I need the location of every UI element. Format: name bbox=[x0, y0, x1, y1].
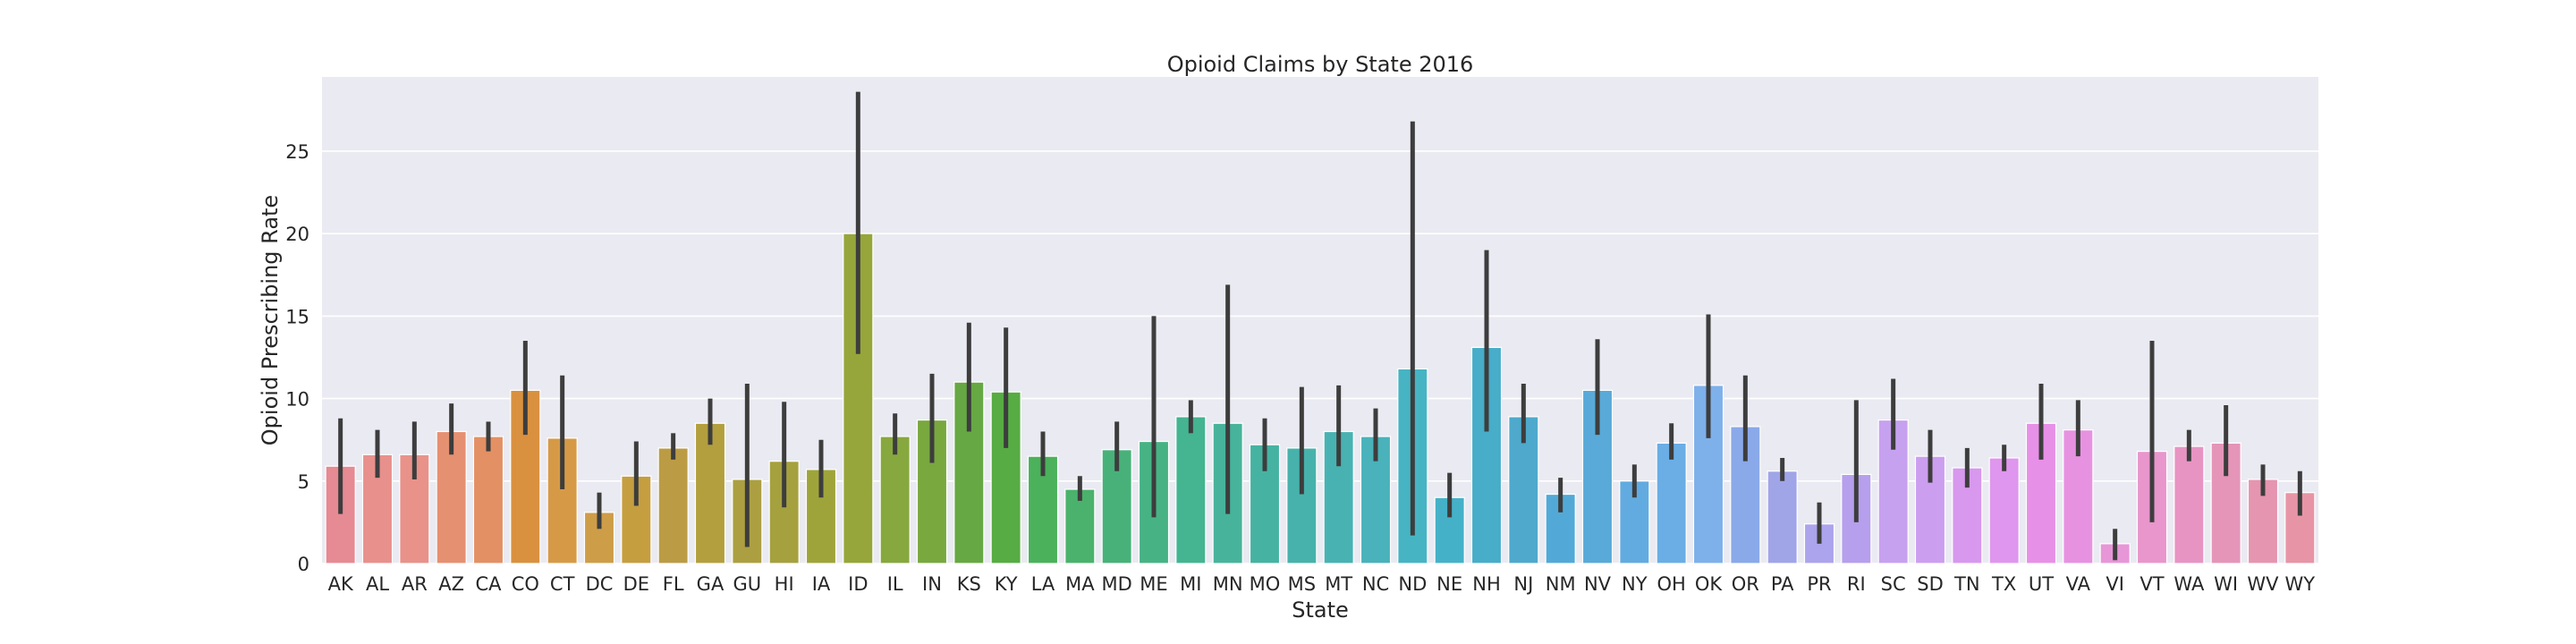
x-tick-label-OR: OR bbox=[1732, 573, 1759, 595]
x-tick-label-IL: IL bbox=[887, 573, 903, 595]
x-tick-label-DE: DE bbox=[623, 573, 649, 595]
x-tick-label-MO: MO bbox=[1250, 573, 1281, 595]
x-tick-label-AL: AL bbox=[366, 573, 389, 595]
x-tick-label-VI: VI bbox=[2106, 573, 2124, 595]
x-tick-label-SC: SC bbox=[1881, 573, 1906, 595]
x-tick-label-WY: WY bbox=[2285, 573, 2316, 595]
grid-lines bbox=[322, 150, 2318, 564]
x-axis-label: State bbox=[1292, 597, 1349, 623]
x-tick-label-MS: MS bbox=[1288, 573, 1316, 595]
x-tick-label-PR: PR bbox=[1807, 573, 1831, 595]
bar-LA bbox=[1027, 455, 1059, 564]
x-tick-label-NJ: NJ bbox=[1513, 573, 1533, 595]
x-tick-label-IA: IA bbox=[812, 573, 831, 595]
plot-background bbox=[322, 77, 2318, 564]
bar-WA bbox=[2174, 445, 2205, 564]
x-tick-label-RI: RI bbox=[1847, 573, 1866, 595]
x-tick-label-NM: NM bbox=[1546, 573, 1576, 595]
x-tick-label-FL: FL bbox=[663, 573, 684, 595]
x-tick-label-CO: CO bbox=[512, 573, 539, 595]
x-tick-label-CA: CA bbox=[475, 573, 502, 595]
x-tick-label-WA: WA bbox=[2174, 573, 2205, 595]
x-tick-label-VA: VA bbox=[2066, 573, 2091, 595]
y-tick-label: 5 bbox=[298, 471, 309, 493]
x-tick-label-ID: ID bbox=[848, 573, 868, 595]
x-tick-label-MI: MI bbox=[1180, 573, 1201, 595]
x-tick-label-NV: NV bbox=[1584, 573, 1612, 595]
x-tick-label-PA: PA bbox=[1771, 573, 1794, 595]
x-tick-label-IN: IN bbox=[922, 573, 942, 595]
x-tick-label-AR: AR bbox=[402, 573, 428, 595]
x-tick-label-VT: VT bbox=[2140, 573, 2164, 595]
bar-MA bbox=[1064, 488, 1096, 564]
bar-TX bbox=[1988, 457, 2020, 564]
x-tick-label-AK: AK bbox=[328, 573, 354, 595]
x-tick-label-CT: CT bbox=[550, 573, 575, 595]
bar-OH bbox=[1656, 442, 1687, 564]
y-axis-label: Opioid Prescribing Rate bbox=[258, 195, 283, 445]
bars bbox=[325, 233, 2316, 564]
bar-PA bbox=[1767, 470, 1798, 564]
x-tick-label-AZ: AZ bbox=[438, 573, 464, 595]
x-tick-label-OK: OK bbox=[1695, 573, 1724, 595]
y-tick-label: 25 bbox=[285, 141, 309, 163]
x-tick-label-TN: TN bbox=[1953, 573, 1980, 595]
x-tick-label-GU: GU bbox=[733, 573, 762, 595]
x-tick-label-NY: NY bbox=[1622, 573, 1648, 595]
bar-IL bbox=[879, 436, 911, 564]
x-tick-label-DC: DC bbox=[586, 573, 614, 595]
x-tick-label-ND: ND bbox=[1398, 573, 1427, 595]
x-tick-label-SD: SD bbox=[1917, 573, 1944, 595]
x-tick-label-GA: GA bbox=[697, 573, 724, 595]
x-tick-label-NE: NE bbox=[1436, 573, 1462, 595]
bar-VA bbox=[2063, 429, 2094, 564]
y-tick-label: 15 bbox=[285, 306, 309, 327]
x-tick-label-TX: TX bbox=[1991, 573, 2016, 595]
bar-MI bbox=[1175, 416, 1207, 564]
x-tick-label-WV: WV bbox=[2247, 573, 2279, 595]
chart-title: Opioid Claims by State 2016 bbox=[1167, 52, 1474, 77]
x-tick-label-MN: MN bbox=[1213, 573, 1243, 595]
x-tick-label-UT: UT bbox=[2029, 573, 2054, 595]
x-tick-label-NH: NH bbox=[1472, 573, 1501, 595]
x-tick-label-KY: KY bbox=[995, 573, 1018, 595]
y-tick-labels: 0 5 10 15 20 25 bbox=[285, 141, 309, 575]
x-tick-labels: AK AL AR AZ CA CO CT DC DE FL GA GU HI IA ID IL IN KS KY LA… bbox=[328, 573, 2316, 595]
x-tick-label-KS: KS bbox=[957, 573, 981, 595]
x-tick-label-MT: MT bbox=[1325, 573, 1352, 595]
x-tick-label-OH: OH bbox=[1657, 573, 1686, 595]
x-tick-label-LA: LA bbox=[1031, 573, 1055, 595]
x-tick-label-ME: ME bbox=[1140, 573, 1167, 595]
y-tick-label: 10 bbox=[285, 389, 309, 411]
x-tick-label-WI: WI bbox=[2214, 573, 2238, 595]
error-bars bbox=[338, 91, 2302, 561]
y-tick-label: 0 bbox=[298, 554, 309, 575]
x-tick-label-HI: HI bbox=[775, 573, 794, 595]
y-tick-label: 20 bbox=[285, 224, 309, 245]
bar-FL bbox=[657, 447, 689, 564]
x-tick-label-MD: MD bbox=[1102, 573, 1132, 595]
x-tick-label-MA: MA bbox=[1065, 573, 1095, 595]
bar-CA bbox=[472, 436, 504, 564]
x-tick-label-NC: NC bbox=[1362, 573, 1389, 595]
